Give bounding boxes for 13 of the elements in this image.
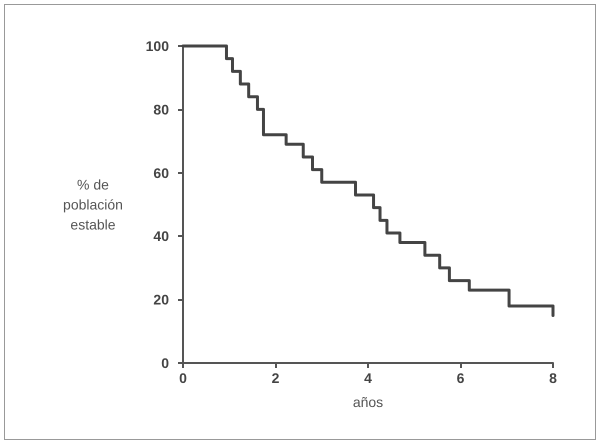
x-tick-label: 8 [549, 370, 558, 386]
x-axis-title: años [352, 394, 384, 410]
x-tick-label: 2 [272, 370, 280, 386]
y-tick-label: 80 [153, 101, 170, 118]
x-tick-label: 4 [364, 370, 372, 386]
y-tick-label: 40 [153, 228, 170, 244]
x-tick-label: 6 [456, 370, 465, 386]
y-tick-label: 20 [153, 292, 170, 308]
y-axis-title: % de población estable [63, 176, 123, 232]
y-tick-label: 100 [146, 38, 170, 54]
y-tick-label: 0 [161, 355, 170, 371]
x-tick-label: 0 [179, 370, 188, 386]
y-tick-label: 60 [153, 164, 170, 181]
